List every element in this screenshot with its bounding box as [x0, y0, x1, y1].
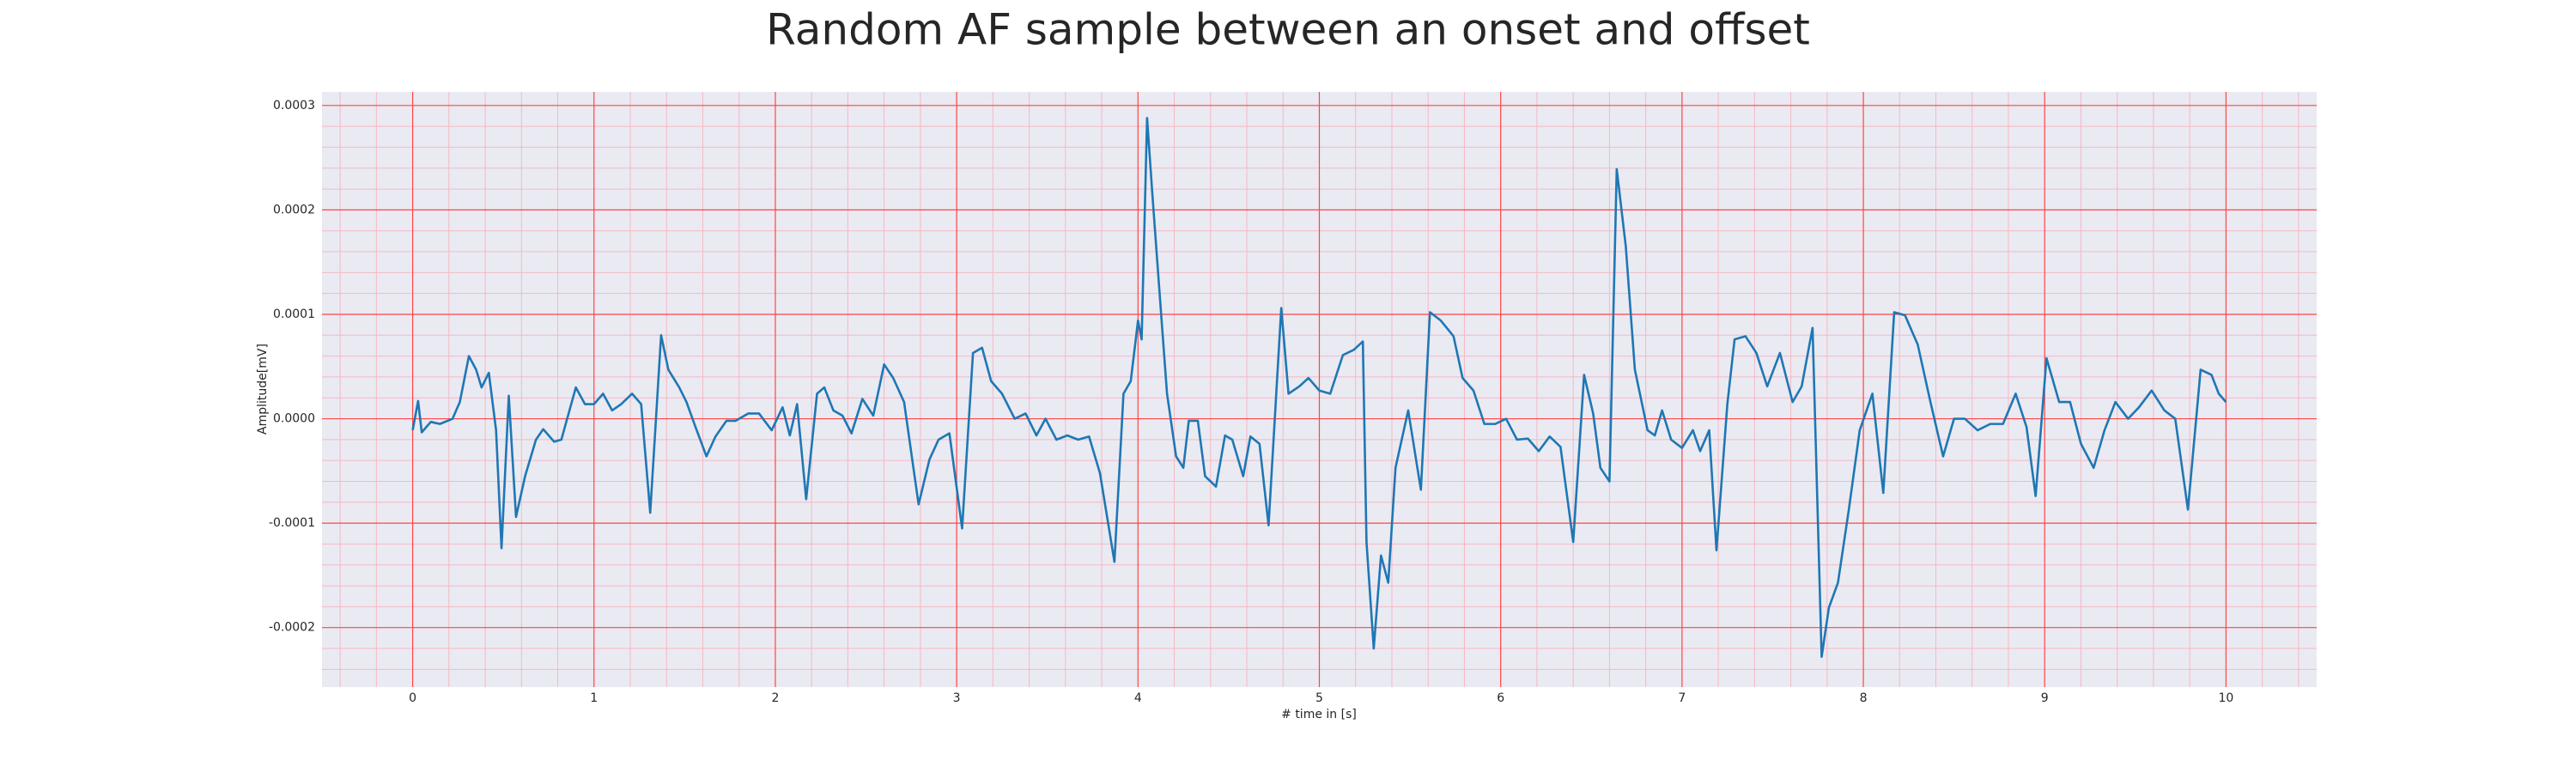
x-axis-label: # time in [s]	[1281, 708, 1357, 721]
x-tick-label: 7	[1678, 691, 1686, 705]
y-tick-label: 0.0001	[273, 307, 315, 321]
y-tick-label: 0.0003	[273, 99, 315, 113]
x-tick-label: 10	[2218, 691, 2233, 705]
x-tick-label: 9	[2041, 691, 2049, 705]
signal-line	[411, 117, 2227, 659]
x-tick-label: 3	[953, 691, 961, 705]
x-tick-label: 8	[1860, 691, 1868, 705]
x-tick-label: 5	[1315, 691, 1323, 705]
x-tick-label: 4	[1134, 691, 1142, 705]
y-tick-label: 0.0002	[273, 203, 315, 216]
x-tick-label: 6	[1497, 691, 1504, 705]
y-tick-label: -0.0001	[269, 516, 315, 530]
chart-title: Random AF sample between an onset and of…	[766, 5, 1810, 55]
x-tick-label: 0	[409, 691, 416, 705]
x-tick-label: 2	[771, 691, 779, 705]
y-axis-label: Amplitude[mV]	[256, 344, 270, 435]
y-tick-label: -0.0002	[269, 621, 315, 635]
y-tick-label: 0.0000	[273, 412, 315, 426]
x-tick-label: 1	[590, 691, 598, 705]
